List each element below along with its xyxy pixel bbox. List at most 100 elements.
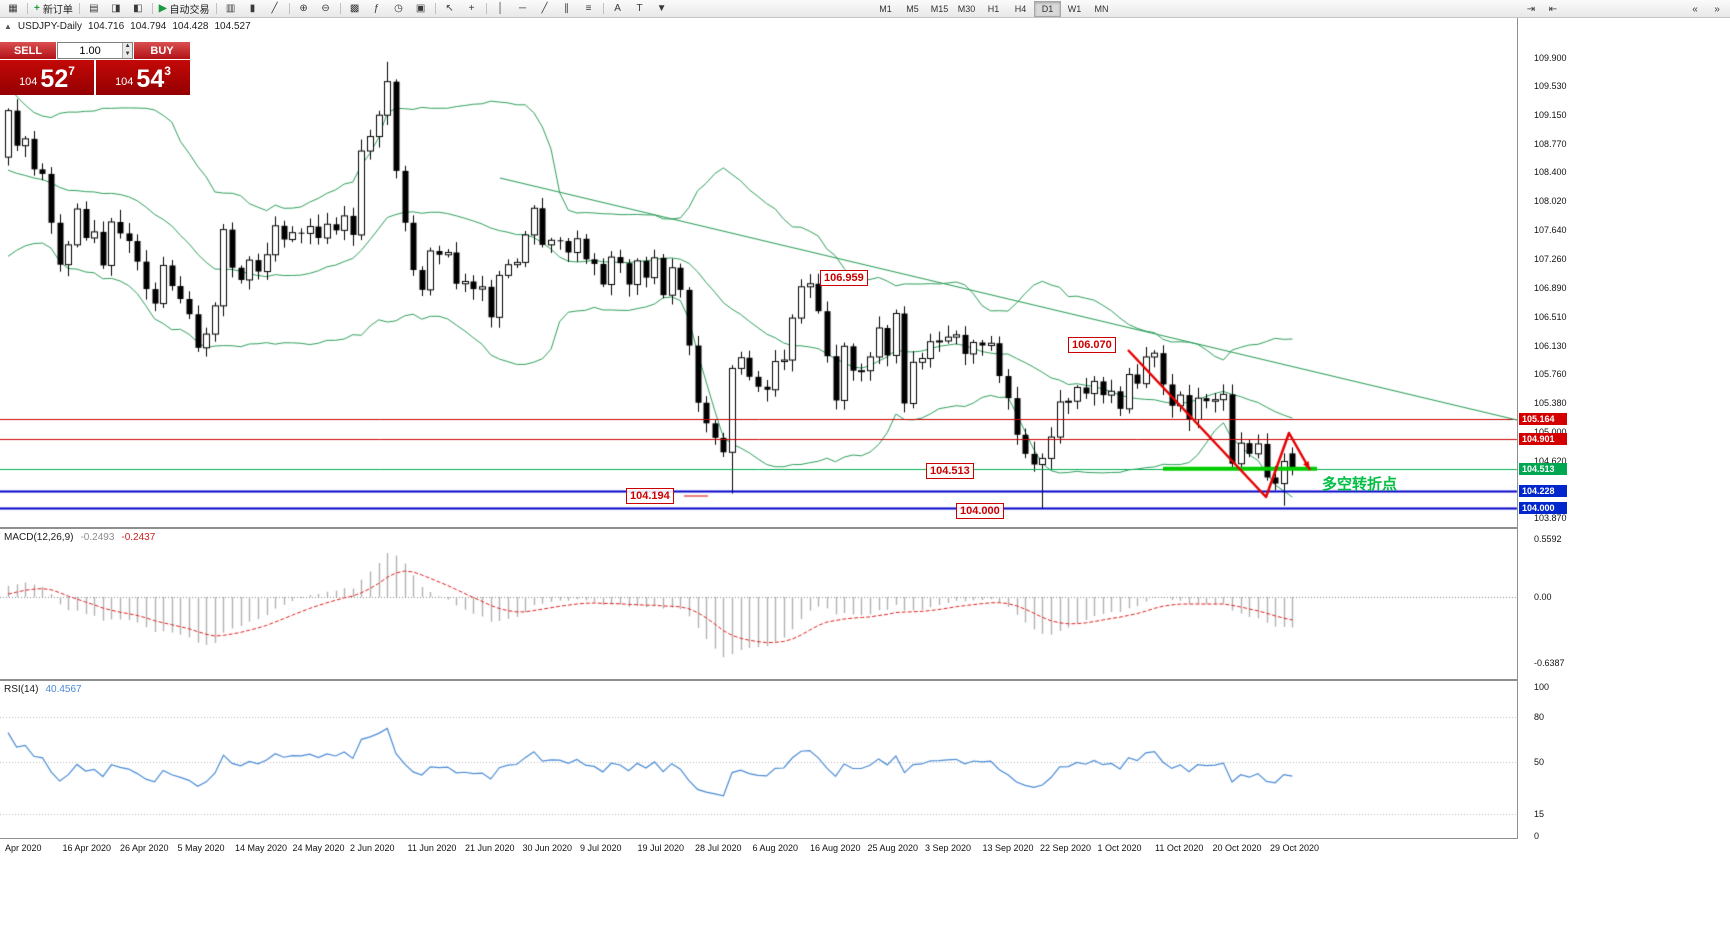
sell-price-point: 7 xyxy=(68,64,75,78)
rsi-axis-label: 80 xyxy=(1534,711,1545,722)
zoom-out-button[interactable]: ⊖ xyxy=(315,0,337,17)
price-axis[interactable]: 109.900 109.530 109.150 108.770 108.400 108.0… xyxy=(1517,18,1730,841)
crosshair-button[interactable]: + xyxy=(461,0,483,17)
templates-button[interactable]: ▣ xyxy=(410,0,432,17)
price-tick-label: 106.510 xyxy=(1534,311,1567,322)
toolbar-overflow-right[interactable]: » xyxy=(1714,4,1720,15)
price-tick-label: 109.530 xyxy=(1534,81,1567,92)
timeframe-m30-button[interactable]: M30 xyxy=(957,4,976,14)
indicators-icon: ƒ xyxy=(373,3,380,14)
buy-button[interactable]: BUY xyxy=(134,42,190,59)
panel-separator[interactable] xyxy=(0,838,1730,839)
vertical-line-icon: │ xyxy=(497,3,504,14)
date-tick-label: 25 Aug 2020 xyxy=(867,843,919,853)
price-tick-label: 105.380 xyxy=(1534,397,1567,408)
timeframe-h4-button[interactable]: H4 xyxy=(1014,4,1027,14)
date-tick-label: 29 Oct 2020 xyxy=(1270,843,1320,853)
autotrading-icon: ▶ xyxy=(158,3,167,14)
channel-icon: ∥ xyxy=(564,3,570,14)
timeframe-toolbar: M1 M5 M15 M30 H1 H4 D1 W1 MN xyxy=(872,1,1115,17)
sell-button[interactable]: SELL xyxy=(0,42,56,59)
tile-windows-button[interactable]: ▩ xyxy=(344,0,366,17)
line-chart-button[interactable]: ╱ xyxy=(264,0,286,17)
price-tag: 104.513 xyxy=(1519,462,1567,475)
toolbar-chart-scroll-group: ⇥ ⇤ xyxy=(1520,1,1564,18)
price-callout-label[interactable]: 106.959 xyxy=(820,270,868,286)
navigator-button[interactable]: ◧ xyxy=(127,0,149,17)
cursor-icon: ↖ xyxy=(445,3,454,14)
candlestick-chart-button[interactable]: ▮ xyxy=(242,0,264,17)
price-tag: 104.901 xyxy=(1519,433,1567,446)
rsi-panel-canvas[interactable] xyxy=(0,681,1730,838)
new-chart-icon: ▦ xyxy=(8,3,18,14)
text-label-button[interactable]: T xyxy=(629,0,651,17)
market-watch-icon: ▤ xyxy=(89,3,99,14)
arrow-tools-button[interactable]: ▼ xyxy=(651,0,673,17)
date-tick-label: 24 May 2020 xyxy=(292,843,345,853)
channel-button[interactable]: ∥ xyxy=(556,0,578,17)
toolbar-overflow-left[interactable]: « xyxy=(1692,4,1698,15)
toolbar-separator xyxy=(288,3,290,14)
tick-direction-icon: ▲ xyxy=(4,22,12,31)
symbol-name: USDJPY-Daily xyxy=(17,21,83,32)
toolbar-right: «» xyxy=(1684,1,1728,18)
price-callout-label[interactable]: 104.194 xyxy=(626,488,674,504)
fibonacci-button[interactable]: ≡ xyxy=(578,0,600,17)
market-watch-button[interactable]: ▤ xyxy=(83,0,105,17)
macd-signal-value: -0.2437 xyxy=(121,532,156,543)
date-tick-label: 26 Apr 2020 xyxy=(120,843,169,853)
date-tick-label: 30 Jun 2020 xyxy=(522,843,573,853)
date-tick-label: 2 Jun 2020 xyxy=(350,843,395,853)
volume-increase-button[interactable]: ▲ xyxy=(123,43,132,51)
timeframe-h1-button[interactable]: H1 xyxy=(987,4,1000,14)
data-window-button[interactable]: ◨ xyxy=(105,0,127,17)
one-click-trading-panel: SELL ▲ ▼ BUY 104 52 7 104 54 3 xyxy=(0,42,190,95)
timeframe-m1-button[interactable]: M1 xyxy=(879,4,892,14)
volume-input[interactable] xyxy=(58,43,123,58)
text-button[interactable]: A xyxy=(607,0,629,17)
bar-chart-button[interactable]: ▥ xyxy=(220,0,242,17)
cursor-button[interactable]: ↖ xyxy=(439,0,461,17)
macd-label: MACD(12,26,9) xyxy=(4,532,74,543)
fibonacci-icon: ≡ xyxy=(585,3,592,14)
timeframe-w1-button[interactable]: W1 xyxy=(1067,4,1082,14)
price-callout-label[interactable]: 104.513 xyxy=(926,463,974,479)
price-tick-label: 104.620 xyxy=(1534,455,1567,466)
timeframe-m15-button[interactable]: M15 xyxy=(930,4,949,14)
timeframe-m5-button[interactable]: M5 xyxy=(906,4,919,14)
auto-scroll-button[interactable]: ⇥ xyxy=(1526,4,1536,15)
toolbar-left: ▦ + 新订单 ▤ ◨ ◧ ▶ 自动交易 ▥ ▮ ╱ ⊕ ⊖ ▩ ƒ ◷ ▣ ↖ + │ ─ ╱ ∥ ≡ A T ▼ xyxy=(0,0,673,17)
autotrading-button[interactable]: ▶ 自动交易 xyxy=(156,0,213,17)
vertical-line-button[interactable]: │ xyxy=(490,0,512,17)
indicators-button[interactable]: ƒ xyxy=(366,0,388,17)
timeframe-d1-button[interactable]: D1 xyxy=(1034,1,1061,17)
timeframe-mn-button[interactable]: MN xyxy=(1094,4,1109,14)
rsi-label-row: RSI(14) 40.4567 xyxy=(4,684,82,695)
annotation-note[interactable]: 多空转折点 xyxy=(1322,476,1398,493)
panel-separator[interactable] xyxy=(0,527,1730,529)
toolbar-separator xyxy=(27,3,28,14)
new-chart-button[interactable]: ▦ xyxy=(2,0,24,17)
new-order-button[interactable]: + 新订单 xyxy=(31,0,76,17)
panel-separator[interactable] xyxy=(0,679,1730,681)
date-tick-label: 28 Jul 2020 xyxy=(695,843,742,853)
ohlc-close: 104.527 xyxy=(214,21,251,32)
date-axis[interactable]: Apr 2020 16 Apr 2020 26 Apr 2020 5 May 2020… xyxy=(0,839,1730,865)
trendline-icon: ╱ xyxy=(541,3,548,14)
chart-shift-button[interactable]: ⇤ xyxy=(1548,4,1558,15)
volume-decrease-button[interactable]: ▼ xyxy=(123,50,132,58)
price-callout-label[interactable]: 106.070 xyxy=(1068,337,1116,353)
buy-price-button[interactable]: 104 54 3 xyxy=(96,60,190,95)
price-tick-label: 103.870 xyxy=(1534,512,1567,523)
periods-icon: ◷ xyxy=(394,3,403,14)
sell-price-button[interactable]: 104 52 7 xyxy=(0,60,94,95)
price-tag: 104.000 xyxy=(1519,501,1567,514)
horizontal-line-button[interactable]: ─ xyxy=(512,0,534,17)
price-tick-label: 108.020 xyxy=(1534,196,1567,207)
macd-panel-canvas[interactable] xyxy=(0,529,1730,679)
price-callout-label[interactable]: 104.000 xyxy=(956,503,1004,519)
trendline-button[interactable]: ╱ xyxy=(534,0,556,17)
periods-button[interactable]: ◷ xyxy=(388,0,410,17)
zoom-in-button[interactable]: ⊕ xyxy=(293,0,315,17)
new-order-icon: + xyxy=(34,3,40,14)
